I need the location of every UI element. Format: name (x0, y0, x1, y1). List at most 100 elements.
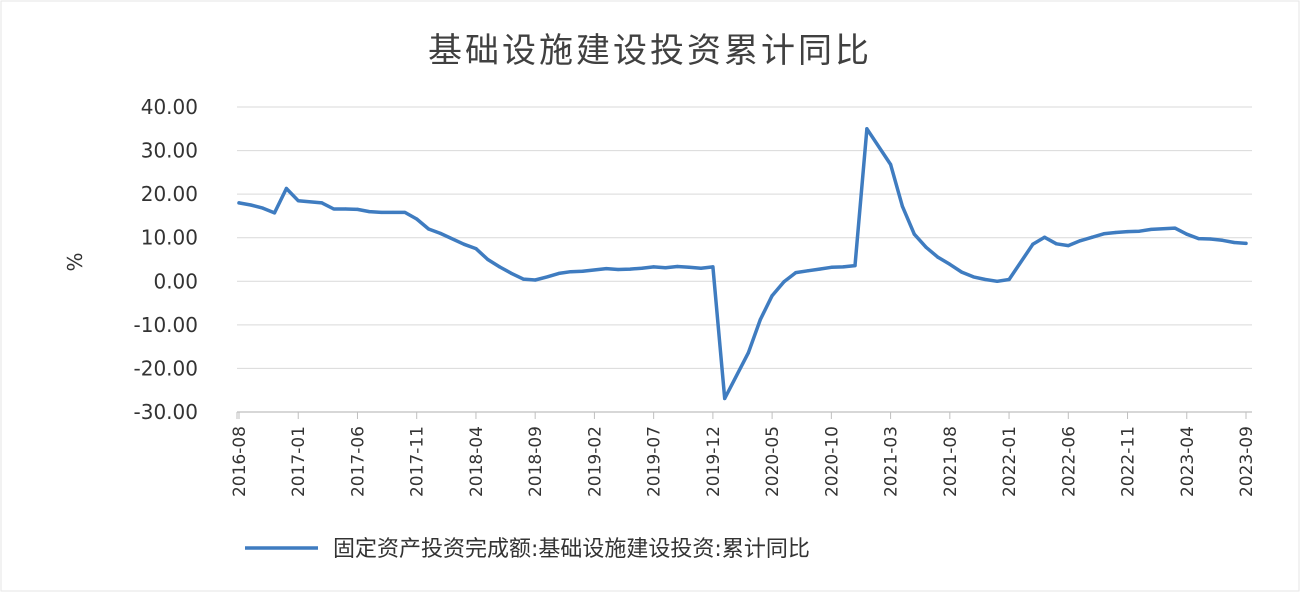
data-point (794, 270, 798, 275)
data-point (1149, 227, 1153, 232)
data-point (663, 266, 668, 270)
data-point (912, 232, 916, 236)
data-point (261, 206, 265, 210)
x-tick-label: 2017-11 (408, 426, 428, 497)
data-point (1197, 236, 1201, 241)
series-line (237, 127, 1248, 401)
data-point (284, 186, 288, 191)
data-point (758, 318, 762, 322)
y-tick-label: 20.00 (141, 182, 198, 206)
data-point (983, 277, 987, 282)
x-tick-label: 2021-08 (941, 426, 961, 497)
data-point (699, 266, 703, 270)
y-tick-label: 40.00 (141, 95, 198, 119)
data-point (1125, 230, 1130, 234)
y-tick-label: -10.00 (134, 313, 198, 337)
data-point (1078, 239, 1082, 243)
y-tick-label: 30.00 (141, 139, 198, 163)
gridlines (237, 106, 1252, 369)
data-point (545, 275, 549, 279)
x-tick-label: 2020-05 (763, 426, 783, 497)
data-point (367, 209, 371, 214)
chart-title: 基础设施建设投资累计同比 (428, 31, 872, 71)
x-tick-label: 2018-04 (467, 426, 487, 497)
x-tick-label: 2022-11 (1119, 426, 1139, 497)
data-point (960, 270, 964, 274)
legend: 固定资产投资完成额:基础设施建设投资:累计同比 (245, 537, 810, 562)
data-point (936, 255, 940, 259)
data-point (782, 280, 786, 284)
data-point (1054, 242, 1059, 246)
data-point (391, 210, 395, 215)
y-axis-ticks: 40.00 30.00 20.00 10.00 0.00 -10.00 -20.00 -30.… (134, 95, 198, 424)
data-point (604, 267, 608, 271)
data-point (711, 265, 715, 269)
data-point (569, 270, 573, 274)
x-tick-label: 2020-10 (822, 426, 842, 497)
data-point (652, 265, 656, 269)
data-point (1090, 235, 1094, 239)
x-tick-label: 2019-12 (704, 426, 724, 497)
data-point (403, 210, 407, 215)
data-point (580, 269, 585, 273)
data-point (1173, 226, 1177, 230)
data-point (888, 162, 893, 167)
x-tick-label: 2023-04 (1178, 426, 1198, 497)
data-point (426, 227, 431, 231)
series-layer (237, 127, 1248, 401)
data-point (628, 267, 632, 271)
y-tick-label: 10.00 (141, 226, 198, 250)
x-tick-label: 2019-07 (645, 426, 665, 497)
x-tick-label: 2019-02 (585, 426, 605, 497)
data-point (332, 207, 336, 211)
data-point (723, 396, 727, 401)
data-point (1244, 241, 1248, 245)
data-point (806, 269, 810, 273)
data-point (1220, 238, 1224, 242)
x-tick-label: 2018-09 (526, 426, 546, 497)
data-point (344, 207, 348, 211)
x-axis (236, 411, 1252, 419)
data-point (533, 278, 537, 282)
data-point (841, 265, 845, 269)
y-axis-label: % (63, 252, 87, 271)
data-point (462, 242, 466, 246)
x-tick-label: 2017-06 (348, 426, 368, 497)
x-axis-ticks: 2016-08 2017-01 2017-06 2017-11 2018-04 2018-… (230, 426, 1257, 497)
data-point (1137, 229, 1141, 233)
data-point (1185, 232, 1189, 236)
x-tick-label: 2016-08 (230, 426, 250, 497)
x-tick-label: 2023-09 (1237, 426, 1257, 497)
data-point (272, 211, 277, 215)
data-point (829, 265, 833, 269)
data-point (817, 267, 822, 271)
data-point (237, 201, 241, 205)
data-point (616, 267, 620, 272)
data-point (948, 262, 952, 266)
data-point (924, 245, 928, 249)
data-point (498, 265, 502, 269)
data-point (415, 217, 419, 221)
data-point (486, 257, 490, 262)
data-point (521, 277, 525, 281)
data-point (900, 204, 905, 208)
y-tick-label: -20.00 (134, 356, 198, 380)
data-point (355, 207, 360, 211)
data-point (853, 264, 857, 268)
data-point (687, 265, 691, 269)
data-point (1232, 240, 1236, 245)
data-point (249, 203, 253, 207)
data-point (865, 127, 869, 131)
data-point (557, 271, 561, 276)
data-point (1114, 230, 1118, 235)
x-tick-label: 2021-03 (882, 426, 902, 497)
data-point (1031, 242, 1035, 246)
data-point (675, 264, 679, 269)
data-point (971, 275, 976, 279)
data-point (746, 351, 751, 355)
x-tick-label: 2017-01 (289, 426, 309, 497)
data-point (296, 199, 300, 203)
